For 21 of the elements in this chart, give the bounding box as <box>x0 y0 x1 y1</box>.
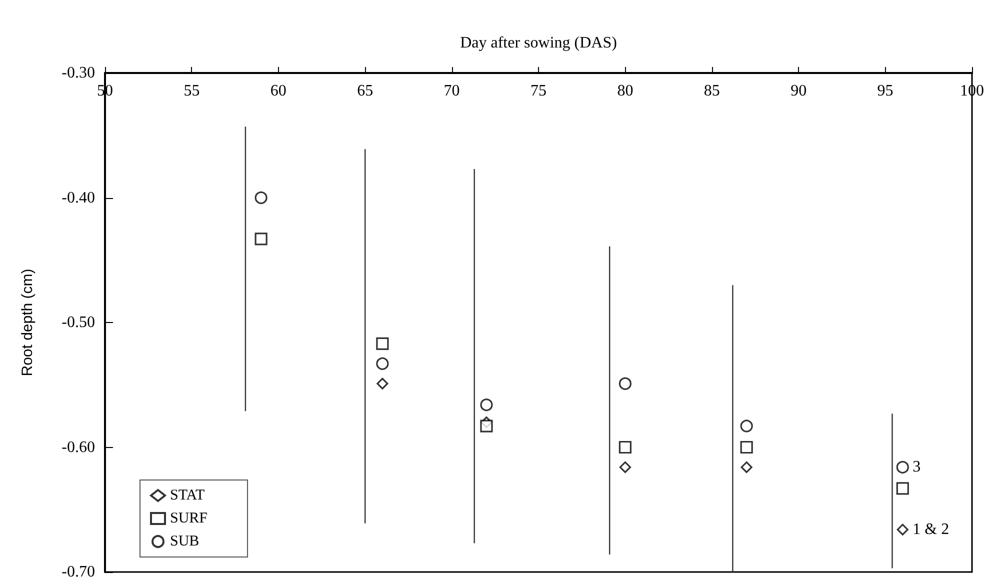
x-tick-label: 80 <box>617 82 634 100</box>
legend-label: STAT <box>170 488 205 504</box>
x-tick-label: 85 <box>704 82 720 100</box>
x-axis-title: Day after sowing (DAS) <box>460 34 617 52</box>
x-tick-label: 55 <box>184 82 200 100</box>
y-tick-label: -0.30 <box>62 64 95 82</box>
legend-label: SUB <box>170 534 200 550</box>
x-tick-label: 90 <box>790 82 807 100</box>
y-tick-label: -0.40 <box>62 189 95 206</box>
x-tick-label: 65 <box>357 82 374 100</box>
x-tick-label: 60 <box>270 82 286 100</box>
annotation: 1 & 2 <box>912 521 950 538</box>
legend-label: SURF <box>170 510 208 526</box>
y-tick-label: -0.70 <box>62 564 95 580</box>
y-tick-label: -0.60 <box>62 438 95 456</box>
annotation: 3 <box>912 458 921 476</box>
x-tick-label: 95 <box>877 82 894 100</box>
y-tick-label: -0.50 <box>62 314 95 331</box>
x-tick-label: 75 <box>530 82 546 100</box>
x-tick-label: 70 <box>444 82 460 100</box>
y-axis-title: Root depth (cm) <box>19 268 36 376</box>
